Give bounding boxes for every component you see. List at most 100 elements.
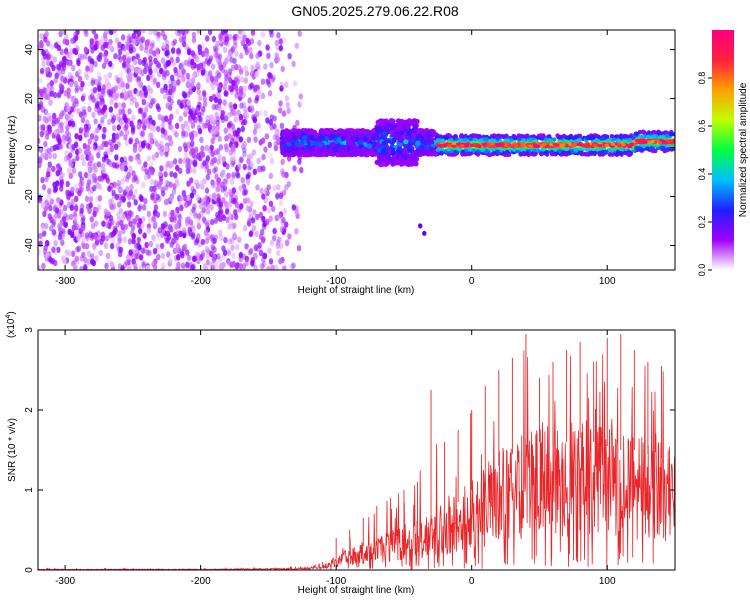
noise-point [280, 226, 284, 232]
band-point [407, 147, 412, 152]
noise-point [206, 220, 210, 226]
noise-point [158, 227, 162, 233]
noise-point [40, 131, 44, 137]
noise-point [93, 87, 97, 93]
noise-point [164, 50, 168, 56]
noise-point [139, 254, 143, 260]
noise-point [244, 243, 248, 249]
noise-point [230, 245, 234, 251]
noise-point [76, 222, 80, 228]
noise-point [211, 250, 215, 256]
band-point [351, 142, 356, 147]
noise-point [86, 185, 90, 191]
band-point [407, 160, 412, 165]
band-point [463, 152, 467, 156]
noise-point [179, 116, 183, 122]
noise-point [265, 219, 269, 225]
noise-point [71, 96, 75, 102]
noise-point [90, 216, 94, 222]
noise-point [128, 166, 132, 172]
noise-point [255, 111, 259, 117]
band-point [406, 124, 411, 129]
band-point [302, 135, 307, 140]
noise-point [206, 147, 210, 153]
noise-point [171, 40, 175, 46]
noise-point [201, 239, 205, 245]
noise-point [116, 212, 120, 218]
noise-point [195, 107, 199, 113]
noise-point [179, 195, 183, 201]
band-point [586, 148, 590, 152]
noise-point [268, 152, 272, 158]
noise-point [135, 138, 139, 144]
noise-point [125, 83, 129, 89]
noise-point [175, 181, 179, 187]
noise-point [136, 153, 140, 159]
noise-point [111, 117, 115, 123]
noise-point [87, 173, 91, 179]
noise-point [265, 44, 269, 50]
noise-point [282, 110, 286, 116]
noise-point [165, 61, 169, 67]
noise-point [100, 117, 104, 123]
band-point [296, 152, 301, 157]
band-point [512, 148, 516, 152]
noise-point [65, 190, 69, 196]
noise-point [235, 244, 239, 250]
noise-point [71, 144, 75, 150]
noise-point [40, 91, 44, 97]
band-point [604, 150, 608, 154]
band-point [616, 150, 620, 154]
noise-point [149, 241, 153, 247]
noise-point [201, 70, 205, 76]
noise-point [107, 119, 111, 125]
band-point [426, 132, 431, 137]
noise-point [94, 220, 98, 226]
noise-point [134, 253, 138, 259]
noise-point [292, 165, 296, 171]
noise-point [251, 257, 255, 263]
noise-point [78, 135, 82, 141]
noise-point [137, 81, 141, 87]
noise-point [143, 198, 147, 204]
noise-point [157, 183, 161, 189]
noise-point [183, 142, 187, 148]
noise-point [81, 236, 85, 242]
band-point [314, 141, 319, 146]
noise-point [230, 237, 234, 243]
noise-point [239, 86, 243, 92]
noise-point [218, 54, 222, 60]
noise-point [168, 257, 172, 263]
noise-point [138, 146, 142, 152]
noise-point [113, 53, 117, 59]
noise-point [65, 215, 69, 221]
noise-point [45, 31, 49, 37]
noise-point [170, 241, 174, 247]
band-point [381, 121, 386, 126]
noise-point [201, 252, 205, 258]
noise-point [43, 141, 47, 147]
noise-point [174, 70, 178, 76]
noise-point [41, 61, 45, 67]
band-point [652, 134, 656, 138]
noise-point [57, 138, 61, 144]
noise-point [242, 147, 246, 153]
noise-point [73, 216, 77, 222]
noise-point [230, 110, 234, 116]
noise-point [231, 252, 235, 258]
noise-point [74, 196, 78, 202]
noise-point [235, 263, 239, 269]
noise-point [240, 156, 244, 162]
noise-point [221, 245, 225, 251]
noise-point [167, 96, 171, 102]
band-point [403, 154, 408, 159]
noise-point [270, 158, 274, 164]
noise-point [243, 141, 247, 147]
band-point [383, 132, 388, 137]
noise-point [246, 205, 250, 211]
noise-point [67, 229, 71, 235]
noise-point [228, 34, 232, 40]
noise-point [169, 114, 173, 120]
noise-point [276, 32, 280, 38]
